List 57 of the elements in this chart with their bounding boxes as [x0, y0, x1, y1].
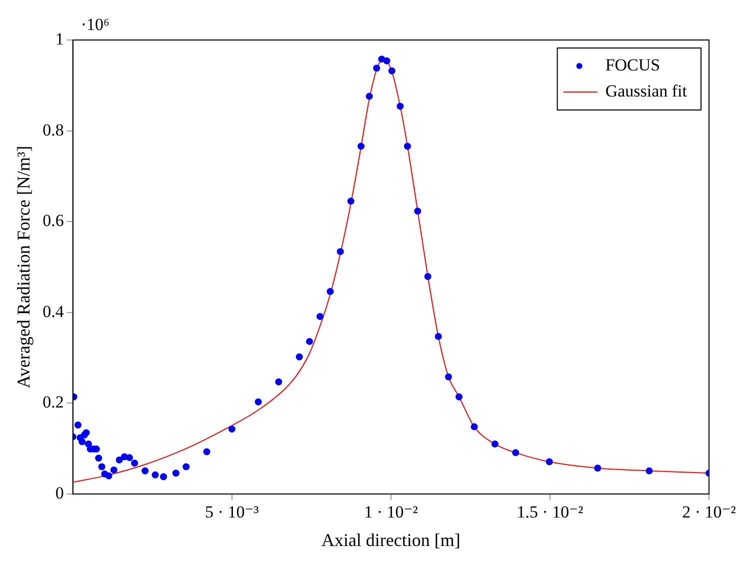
x-tick-label: 5 · 10⁻³ [205, 502, 259, 522]
point [491, 440, 498, 448]
point [396, 102, 404, 110]
point [383, 57, 390, 64]
y-tick-label: 0.2 [42, 392, 64, 412]
point [152, 471, 159, 478]
legend-label: FOCUS [605, 55, 660, 74]
point [455, 393, 462, 400]
y-tick-label: 0.6 [42, 211, 64, 230]
point [275, 378, 282, 386]
point [98, 463, 106, 470]
point [373, 64, 380, 72]
y-axis-title: Averaged Radiation Force [N/m³] [14, 146, 34, 388]
point [131, 460, 138, 467]
point [404, 142, 411, 150]
point [512, 449, 520, 456]
point [470, 423, 478, 430]
point [95, 454, 102, 462]
point [110, 466, 118, 474]
x-axis-title: Axial direction [m] [321, 530, 460, 550]
point [296, 353, 303, 360]
y-tick-label: 0.8 [42, 120, 64, 140]
point [646, 467, 653, 474]
point [105, 472, 112, 480]
point [126, 454, 133, 462]
point [182, 463, 190, 470]
point [358, 142, 365, 150]
point [254, 398, 262, 406]
point [116, 456, 123, 464]
x-tick-label: 2 · 10⁻² [682, 502, 736, 522]
point [78, 438, 86, 446]
y-tick-label: 1 [55, 29, 64, 48]
point [388, 67, 396, 74]
point [434, 332, 442, 340]
text: ·10⁶ [80, 14, 110, 34]
point [142, 467, 149, 474]
point [347, 198, 354, 205]
x-tick-label: 1.5 · 10⁻² [516, 502, 584, 522]
point [366, 92, 373, 100]
point [444, 373, 452, 380]
point [336, 248, 344, 256]
x-tick-label: 1 · 10⁻² [364, 502, 418, 522]
point [424, 273, 432, 280]
legend-label: Gaussian fit [605, 81, 688, 100]
point [414, 208, 422, 215]
y-tick-label: 0.4 [42, 302, 64, 321]
point [160, 473, 167, 480]
point [172, 470, 180, 477]
point [203, 448, 210, 456]
point [74, 421, 82, 428]
point [594, 464, 602, 472]
point [546, 458, 553, 466]
point [326, 288, 334, 296]
point [316, 312, 324, 320]
point [306, 338, 313, 345]
point [228, 426, 236, 433]
y-tick-label: 0 [55, 483, 64, 502]
